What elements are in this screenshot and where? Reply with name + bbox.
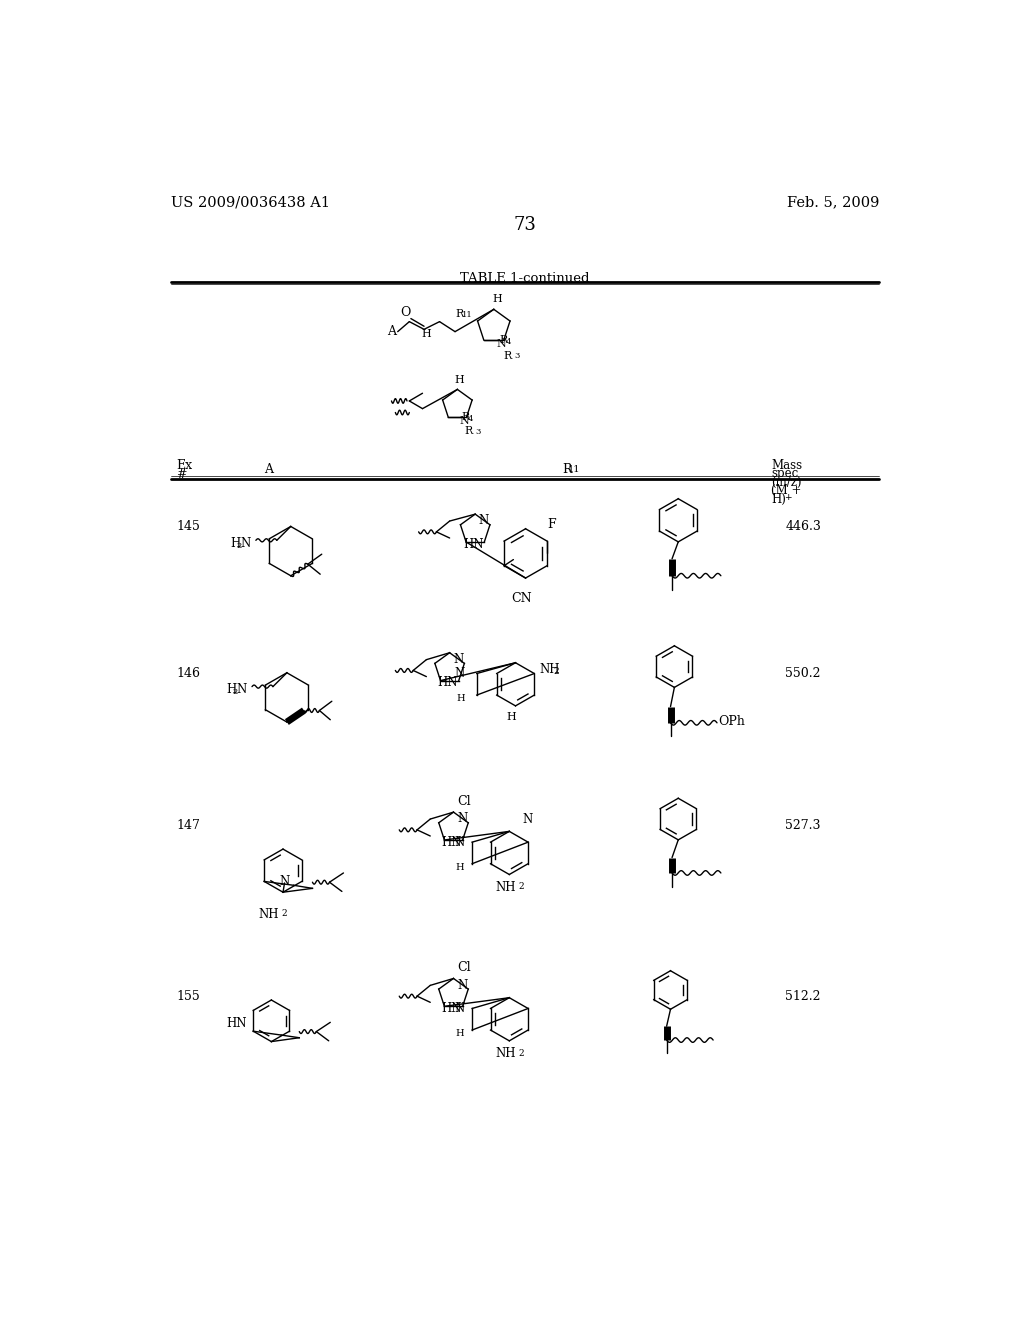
Text: R: R <box>456 309 464 319</box>
Text: N: N <box>457 978 467 991</box>
Text: 512.2: 512.2 <box>785 990 820 1003</box>
Text: R: R <box>500 335 508 345</box>
Text: 146: 146 <box>176 667 200 680</box>
Text: 2: 2 <box>518 1048 524 1057</box>
Text: H: H <box>492 293 502 304</box>
Text: F: F <box>547 517 556 531</box>
Text: HN: HN <box>463 537 483 550</box>
Text: N: N <box>454 836 464 849</box>
Text: HN: HN <box>226 1016 247 1030</box>
Text: 155: 155 <box>176 990 200 1003</box>
Text: H: H <box>507 711 516 722</box>
Text: NH: NH <box>496 1047 516 1060</box>
Text: H: H <box>226 684 237 696</box>
Text: H: H <box>455 375 465 385</box>
Text: Mass: Mass <box>771 459 803 471</box>
Text: N: N <box>237 684 247 696</box>
Text: N: N <box>478 515 488 528</box>
Text: R: R <box>504 351 512 360</box>
Text: Cl: Cl <box>458 961 471 974</box>
Text: N: N <box>457 812 467 825</box>
Text: NH: NH <box>496 880 516 894</box>
Text: N: N <box>460 416 469 426</box>
Text: 2: 2 <box>554 667 559 676</box>
Text: Ex: Ex <box>176 459 193 471</box>
Text: TABLE 1-continued: TABLE 1-continued <box>460 272 590 285</box>
Text: (M +: (M + <box>771 484 802 498</box>
Text: 446.3: 446.3 <box>785 520 821 533</box>
Text: 4: 4 <box>506 338 511 346</box>
Text: Feb. 5, 2009: Feb. 5, 2009 <box>786 195 879 210</box>
Text: spec: spec <box>771 467 799 480</box>
Text: H: H <box>456 1030 464 1039</box>
Text: O: O <box>400 306 411 319</box>
Text: N: N <box>280 875 290 888</box>
Text: 2: 2 <box>232 688 238 696</box>
Text: N: N <box>453 653 463 667</box>
Text: R: R <box>462 412 470 422</box>
Text: N: N <box>241 537 251 550</box>
Text: US 2009/0036438 A1: US 2009/0036438 A1 <box>171 195 330 210</box>
Text: 11: 11 <box>462 312 473 319</box>
Text: 3: 3 <box>514 352 519 360</box>
Text: N: N <box>455 667 465 680</box>
Text: HN: HN <box>437 676 458 689</box>
Text: NH: NH <box>259 908 280 920</box>
Text: HN: HN <box>441 1002 462 1015</box>
Text: 3: 3 <box>475 428 480 436</box>
Text: NH: NH <box>540 663 560 676</box>
Text: 4: 4 <box>468 414 473 422</box>
Text: R: R <box>562 463 571 477</box>
Text: H: H <box>456 863 464 873</box>
Text: (m/z): (m/z) <box>771 475 802 488</box>
Text: H: H <box>230 537 241 550</box>
Text: N: N <box>497 339 507 348</box>
Text: 2: 2 <box>518 882 524 891</box>
Text: +: + <box>784 492 792 502</box>
Text: HN: HN <box>441 836 462 849</box>
Text: A: A <box>387 325 396 338</box>
Text: #: # <box>176 469 186 480</box>
Text: 73: 73 <box>513 216 537 234</box>
Text: H): H) <box>771 492 786 506</box>
Text: A: A <box>263 463 272 477</box>
Text: R: R <box>465 426 473 437</box>
Text: Cl: Cl <box>458 795 471 808</box>
Text: N: N <box>454 1002 464 1015</box>
Text: 145: 145 <box>176 520 200 533</box>
Text: 2: 2 <box>237 541 242 549</box>
Text: H: H <box>422 329 431 339</box>
Text: 11: 11 <box>568 465 581 474</box>
Text: N: N <box>522 813 532 826</box>
Text: 550.2: 550.2 <box>785 667 820 680</box>
Text: CN: CN <box>511 591 532 605</box>
Text: OPh: OPh <box>719 714 745 727</box>
Text: H: H <box>457 694 465 704</box>
Text: 2: 2 <box>282 909 287 919</box>
Text: 527.3: 527.3 <box>785 818 820 832</box>
Text: 147: 147 <box>176 818 200 832</box>
